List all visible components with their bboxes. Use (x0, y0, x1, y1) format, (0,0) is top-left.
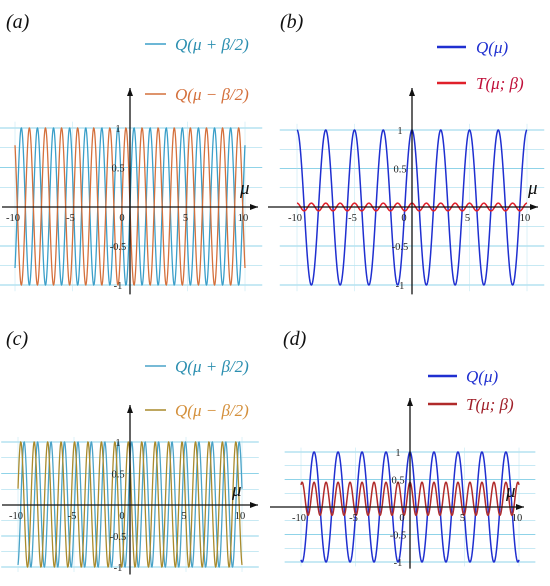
panel-b-legend-label-1: Q(μ) (476, 38, 508, 57)
panel-a-axes: -10 -5 0 5 10 -1 -0.5 0.5 1 (2, 88, 258, 295)
y-tick-label: 0.5 (393, 165, 406, 176)
panel-b-legend: Q(μ) T(μ; β) (437, 38, 524, 93)
y-tick-label: 0.5 (111, 164, 124, 175)
x-tick-label: 5 (460, 513, 465, 524)
y-axis-arrow (127, 405, 133, 413)
y-axis-arrow (409, 88, 415, 96)
y-tick-label: 1 (397, 126, 402, 137)
panel-a: -10 -5 0 5 10 -1 -0.5 0.5 1 μ Q(μ + β/2) Q(μ − β… (0, 35, 263, 295)
y-axis-arrow (407, 398, 413, 406)
y-tick-label: -1 (114, 281, 123, 292)
y-tick-label: -1 (114, 563, 123, 574)
panel-label-d: (d) (283, 328, 307, 350)
x-tick-label: 5 (183, 213, 188, 224)
x-tick-label: 10 (235, 511, 246, 522)
x-tick-label: 5 (181, 511, 186, 522)
panel-d-axes: -10 -5 0 5 10 -1 -0.5 0.5 1 (270, 398, 524, 569)
x-tick-label: 10 (512, 513, 523, 524)
panel-d-legend-label-2: T(μ; β) (466, 395, 514, 414)
y-tick-label: 0.5 (391, 476, 404, 487)
panel-c-legend: Q(μ + β/2) Q(μ − β/2) (145, 357, 249, 420)
y-tick-label: 1 (395, 448, 400, 459)
panel-b: -10 -5 0 5 10 -1 -0.5 0.5 1 μ Q(μ) T(μ; β) (268, 38, 545, 295)
x-tick-label: 10 (238, 213, 249, 224)
x-axis-arrow (250, 204, 258, 210)
x-axis-arrow (516, 504, 524, 510)
panel-d-legend-label-1: Q(μ) (466, 367, 498, 386)
y-tick-label: -0.5 (110, 242, 127, 253)
x-tick-label: -10 (288, 213, 302, 224)
x-axis-arrow (530, 204, 538, 210)
panel-a-x-label: μ (239, 178, 250, 199)
x-tick-label: -10 (6, 213, 20, 224)
y-tick-label: 1 (115, 124, 120, 135)
x-tick-label: -5 (68, 511, 77, 522)
panel-c-axes: -10 -5 0 5 10 -1 -0.5 0.5 1 (2, 405, 258, 575)
panel-a-legend: Q(μ + β/2) Q(μ − β/2) (145, 35, 249, 104)
x-tick-label: 0 (119, 511, 124, 522)
panel-a-legend-label-1: Q(μ + β/2) (175, 35, 249, 54)
panel-c-x-label: μ (231, 480, 242, 501)
panel-a-legend-label-2: Q(μ − β/2) (175, 85, 249, 104)
x-tick-label: -5 (66, 213, 75, 224)
panel-c: -10 -5 0 5 10 -1 -0.5 0.5 1 μ Q(μ + β/2) Q(μ − β… (1, 357, 259, 575)
panel-d-x-label: μ (505, 481, 516, 502)
x-tick-label: -10 (9, 511, 23, 522)
x-tick-label: 0 (401, 213, 406, 224)
y-tick-label: -1 (396, 281, 405, 292)
panel-label-c: (c) (6, 328, 29, 350)
panel-label-b: (b) (280, 11, 304, 33)
panel-b-legend-label-2: T(μ; β) (476, 74, 524, 93)
x-tick-label: -5 (348, 213, 357, 224)
panel-c-legend-label-2: Q(μ − β/2) (175, 401, 249, 420)
x-tick-label: 0 (119, 213, 124, 224)
y-tick-label: -0.5 (390, 531, 407, 542)
y-tick-label: 1 (115, 438, 120, 449)
panel-label-a: (a) (6, 11, 30, 33)
x-axis-arrow (250, 502, 258, 508)
x-tick-label: -10 (292, 513, 306, 524)
y-tick-label: 0.5 (111, 470, 124, 481)
y-tick-label: -1 (394, 558, 403, 569)
y-tick-label: -0.5 (392, 242, 409, 253)
x-tick-label: 5 (465, 213, 470, 224)
panel-d-legend: Q(μ) T(μ; β) (428, 367, 514, 414)
panel-c-legend-label-1: Q(μ + β/2) (175, 357, 249, 376)
panel-b-x-label: μ (527, 178, 538, 199)
y-axis-arrow (127, 88, 133, 96)
x-tick-label: 10 (520, 213, 531, 224)
panel-d: -10 -5 0 5 10 -1 -0.5 0.5 1 μ Q(μ) T(μ; β) (270, 367, 536, 569)
x-tick-label: 0 (399, 513, 404, 524)
y-tick-label: -0.5 (110, 532, 127, 543)
x-tick-label: -5 (349, 513, 358, 524)
panel-b-axes: -10 -5 0 5 10 -1 -0.5 0.5 1 (268, 88, 538, 295)
